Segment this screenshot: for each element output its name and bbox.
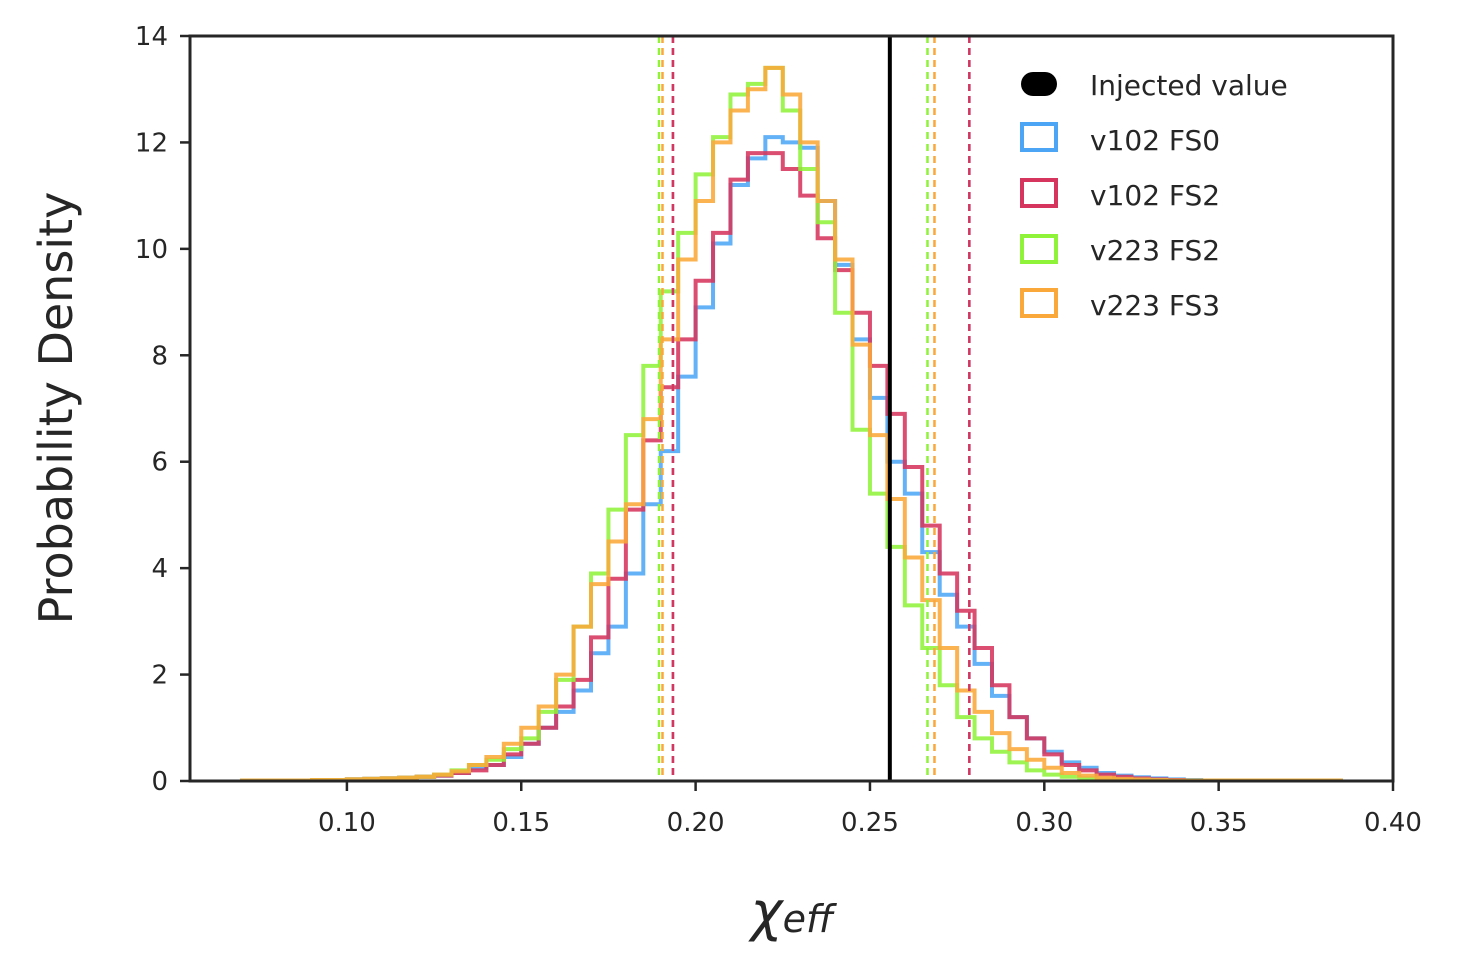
x-axis-ticks: 0.10 0.15 0.20 0.25 0.30 0.35 0.40: [318, 781, 1422, 838]
x-tick-label: 0.40: [1364, 808, 1422, 838]
x-tick-label: 0.30: [1015, 808, 1073, 838]
plot-frame: [188, 34, 1395, 783]
legend-marker-v223-fs2: [1020, 234, 1058, 264]
x-axis-title-symbol: χ: [748, 880, 785, 943]
legend-label-injected: Injected value: [1090, 69, 1288, 102]
legend-label-v223-fs3: v223 FS3: [1090, 289, 1220, 322]
legend-label-v102-fs0: v102 FS0: [1090, 124, 1220, 157]
x-axis-title: χeff: [748, 880, 837, 943]
y-axis-title: Probability Density: [29, 192, 83, 625]
y-tick-label: 0: [151, 767, 168, 797]
legend-marker-injected: [1021, 72, 1057, 96]
y-tick-label: 6: [151, 448, 168, 478]
legend-marker-v102-fs0: [1020, 122, 1058, 152]
x-tick-label: 0.15: [492, 808, 550, 838]
legend-label-v102-fs2: v102 FS2: [1090, 179, 1220, 212]
y-axis-ticks: 0 2 4 6 8 10 12 14: [135, 22, 190, 797]
y-tick-label: 2: [151, 661, 168, 691]
histogram-series-layer: [240, 65, 1343, 783]
x-tick-label: 0.35: [1190, 808, 1248, 838]
histogram-v223-fs3: [240, 65, 1343, 783]
x-tick-label: 0.10: [318, 808, 376, 838]
y-tick-label: 12: [135, 128, 168, 158]
y-tick-label: 14: [135, 22, 168, 52]
legend-label-v223-fs2: v223 FS2: [1090, 234, 1220, 267]
legend: Injected value v102 FS0 v102 FS2 v223 FS…: [1020, 69, 1288, 322]
interval-lines-layer: [657, 36, 971, 781]
y-tick-label: 4: [151, 554, 168, 584]
y-tick-label: 10: [135, 235, 168, 265]
y-tick-label: 8: [151, 341, 168, 371]
x-axis-title-subscript: eff: [783, 897, 837, 941]
legend-marker-v223-fs3: [1020, 288, 1058, 318]
legend-marker-v102-fs2: [1020, 178, 1058, 208]
x-tick-label: 0.25: [841, 808, 899, 838]
x-tick-label: 0.20: [667, 808, 725, 838]
